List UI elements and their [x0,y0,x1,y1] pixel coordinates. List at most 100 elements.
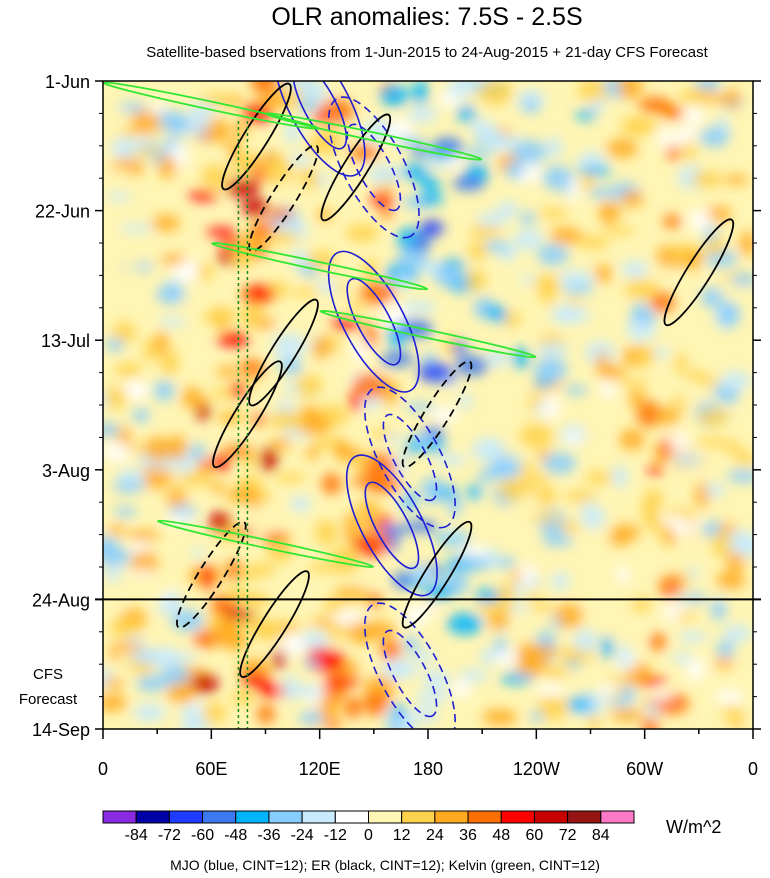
mjo-contour [345,454,438,597]
anomaly-patch [457,104,476,123]
anomaly-patch [737,535,753,557]
colorbar-swatch [434,810,469,824]
anomaly-patch [620,190,644,208]
anomaly-patch [198,93,233,107]
anomaly-patch [272,648,287,670]
anomaly-patch [231,690,255,706]
anomaly-patch [180,395,210,409]
anomaly-patch [296,374,323,398]
anomaly-patch [505,160,524,180]
anomaly-patch [620,116,653,137]
anomaly-patch [325,676,362,687]
er-contour [401,520,473,629]
anomaly-patch [567,178,580,202]
anomaly-patch [404,402,436,411]
x-tick-label: 0 [98,759,108,779]
anomaly-patch [209,118,230,144]
anomaly-patch [513,140,547,165]
anomaly-patch [315,127,343,153]
anomaly-patch [158,155,177,179]
anomaly-patch [415,689,450,704]
anomaly-patch [421,477,446,494]
anomaly-patch [470,223,502,239]
anomaly-patch [598,200,621,225]
anomaly-patch [575,109,597,121]
anomaly-patch [168,112,190,135]
anomaly-patch [205,307,237,324]
colorbar-unit: W/m^2 [666,817,721,837]
anomaly-patch [217,332,250,347]
anomaly-patch [657,444,673,456]
mjo-contour [327,250,420,393]
mjo-contour-inner [292,81,348,150]
anomaly-patch [236,571,258,581]
anomaly-patch [734,451,753,466]
anomaly-patch [320,695,338,722]
mjo-contour-inner [382,629,438,718]
anomaly-patch [513,228,543,251]
x-tick-label: 120W [513,759,560,779]
anomaly-patch [536,695,569,721]
anomaly-patch [549,227,583,245]
anomaly-patch [624,278,660,300]
anomaly-patch [422,426,445,439]
anomaly-patch [722,624,752,643]
anomaly-patch [723,441,742,454]
anomaly-patch [671,653,694,664]
anomaly-patch [135,569,153,579]
anomaly-patch [539,280,556,305]
anomaly-patch [179,718,210,729]
y-tick-label: 1-Jun [45,72,90,92]
anomaly-patch [144,436,173,462]
anomaly-patch [393,452,407,477]
anomaly-patch [362,691,389,716]
colorbar-label: 24 [426,827,444,844]
colorbar-label: -12 [324,827,347,844]
anomaly-patch [348,300,364,312]
anomaly-patch [270,410,296,431]
anomaly-patch [119,224,153,233]
anomaly-patch [352,373,386,399]
anomaly-patch [680,510,696,521]
anomaly-patch [727,469,753,483]
anomaly-patch [719,371,753,390]
anomaly-patch [559,522,581,533]
mjo-contour-inner [346,123,402,212]
anomaly-patch [621,260,649,279]
mjo-contour [327,96,420,239]
colorbar-swatch [533,810,569,824]
anomaly-patch [676,588,695,598]
anomaly-patch [500,672,534,685]
anomaly-patch [634,345,655,366]
colorbar-label: -60 [191,827,214,844]
anomaly-patch [501,310,521,328]
anomaly-patch [247,285,272,301]
anomaly-patch [269,438,292,451]
anomaly-patch [655,407,680,426]
anomaly-patch [180,258,199,283]
kelvin-contour [319,309,537,359]
y-tick-label: 3-Aug [42,461,90,481]
anomaly-patch [641,716,659,729]
mjo-contour [363,386,456,529]
anomaly-patch [468,241,488,261]
colorbar-swatch [268,810,303,824]
anomaly-patch [717,301,740,328]
anomaly-patch [327,264,349,289]
anomaly-patch [610,524,641,542]
anomaly-patch [344,696,362,719]
anomaly-patch [200,564,214,590]
anomaly-patch [442,529,465,542]
anomaly-patch [411,81,429,105]
anomaly-patch [579,505,606,530]
anomaly-patch [192,629,221,648]
colorbar-swatch [301,810,336,824]
anomaly-patch [535,558,560,578]
anomaly-patch [711,531,732,558]
anomaly-patch [418,176,441,191]
anomaly-patch [161,652,197,662]
anomaly-patch [331,609,364,626]
colorbar-label: 60 [526,827,544,844]
anomaly-patch [497,582,515,608]
anomaly-patch [352,339,370,363]
